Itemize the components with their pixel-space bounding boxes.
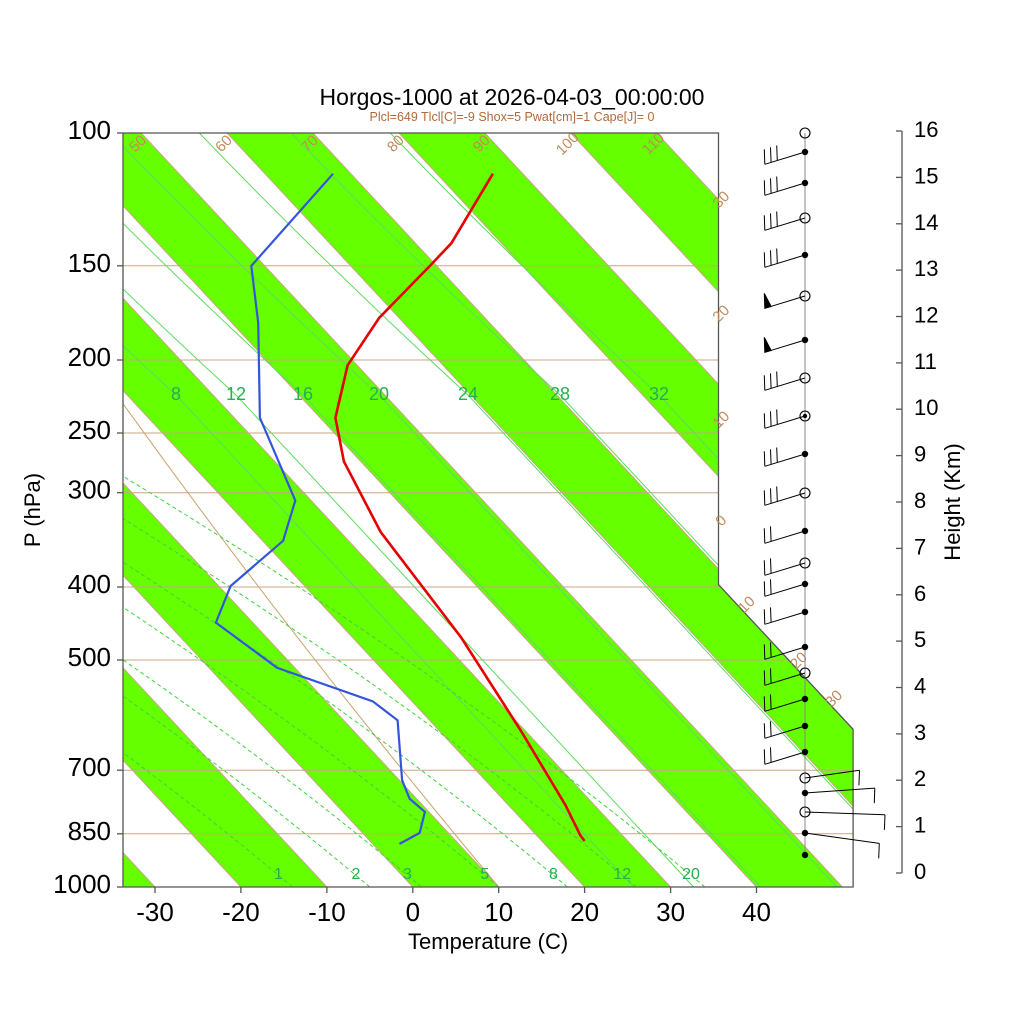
svg-text:11: 11 bbox=[914, 349, 937, 374]
svg-text:250: 250 bbox=[68, 415, 111, 445]
svg-text:700: 700 bbox=[68, 752, 111, 782]
svg-text:12: 12 bbox=[613, 866, 631, 883]
svg-text:2: 2 bbox=[914, 766, 926, 791]
svg-text:0: 0 bbox=[914, 859, 926, 884]
svg-text:Height (Km): Height (Km) bbox=[940, 443, 965, 560]
svg-text:10: 10 bbox=[914, 395, 938, 420]
svg-text:-20: -20 bbox=[222, 897, 260, 927]
svg-text:4: 4 bbox=[914, 674, 926, 699]
svg-text:15: 15 bbox=[914, 163, 938, 188]
svg-text:5: 5 bbox=[914, 627, 926, 652]
svg-text:300: 300 bbox=[68, 475, 111, 505]
svg-text:3: 3 bbox=[914, 720, 926, 745]
svg-text:1: 1 bbox=[274, 866, 283, 883]
svg-text:16: 16 bbox=[914, 117, 938, 142]
svg-text:150: 150 bbox=[68, 248, 111, 278]
svg-text:13: 13 bbox=[914, 256, 938, 281]
svg-text:20: 20 bbox=[369, 384, 389, 404]
svg-text:200: 200 bbox=[68, 342, 111, 372]
svg-text:12: 12 bbox=[914, 303, 938, 328]
svg-text:7: 7 bbox=[914, 534, 926, 559]
svg-text:20: 20 bbox=[682, 866, 700, 883]
svg-text:Temperature (C): Temperature (C) bbox=[408, 929, 568, 954]
svg-text:3: 3 bbox=[403, 866, 412, 883]
svg-text:400: 400 bbox=[68, 569, 111, 599]
svg-text:24: 24 bbox=[458, 384, 478, 404]
svg-text:30: 30 bbox=[656, 897, 685, 927]
svg-text:-10: -10 bbox=[308, 897, 346, 927]
svg-text:8: 8 bbox=[549, 866, 558, 883]
svg-text:32: 32 bbox=[649, 384, 669, 404]
svg-text:40: 40 bbox=[742, 897, 771, 927]
svg-text:28: 28 bbox=[550, 384, 570, 404]
svg-text:1000: 1000 bbox=[53, 869, 111, 899]
svg-text:12: 12 bbox=[226, 384, 246, 404]
svg-text:P (hPa): P (hPa) bbox=[20, 473, 45, 547]
svg-text:10: 10 bbox=[484, 897, 513, 927]
svg-text:6: 6 bbox=[914, 581, 926, 606]
svg-text:100: 100 bbox=[68, 115, 111, 145]
svg-text:2: 2 bbox=[351, 866, 360, 883]
svg-text:0: 0 bbox=[406, 897, 420, 927]
svg-text:16: 16 bbox=[293, 384, 313, 404]
svg-text:14: 14 bbox=[914, 210, 938, 235]
svg-text:Plcl=649 Tlcl[C]=-9 Shox=5 Pwa: Plcl=649 Tlcl[C]=-9 Shox=5 Pwat[cm]=1 Ca… bbox=[370, 110, 655, 124]
svg-text:20: 20 bbox=[570, 897, 599, 927]
svg-text:850: 850 bbox=[68, 816, 111, 846]
svg-text:Horgos-1000 at 2026-04-03_00:0: Horgos-1000 at 2026-04-03_00:00:00 bbox=[320, 84, 705, 110]
svg-text:-30: -30 bbox=[136, 897, 174, 927]
svg-text:8: 8 bbox=[914, 488, 926, 513]
svg-text:5: 5 bbox=[480, 866, 489, 883]
svg-text:1: 1 bbox=[914, 813, 926, 838]
svg-text:8: 8 bbox=[171, 384, 181, 404]
svg-text:500: 500 bbox=[68, 642, 111, 672]
svg-text:9: 9 bbox=[914, 442, 926, 467]
